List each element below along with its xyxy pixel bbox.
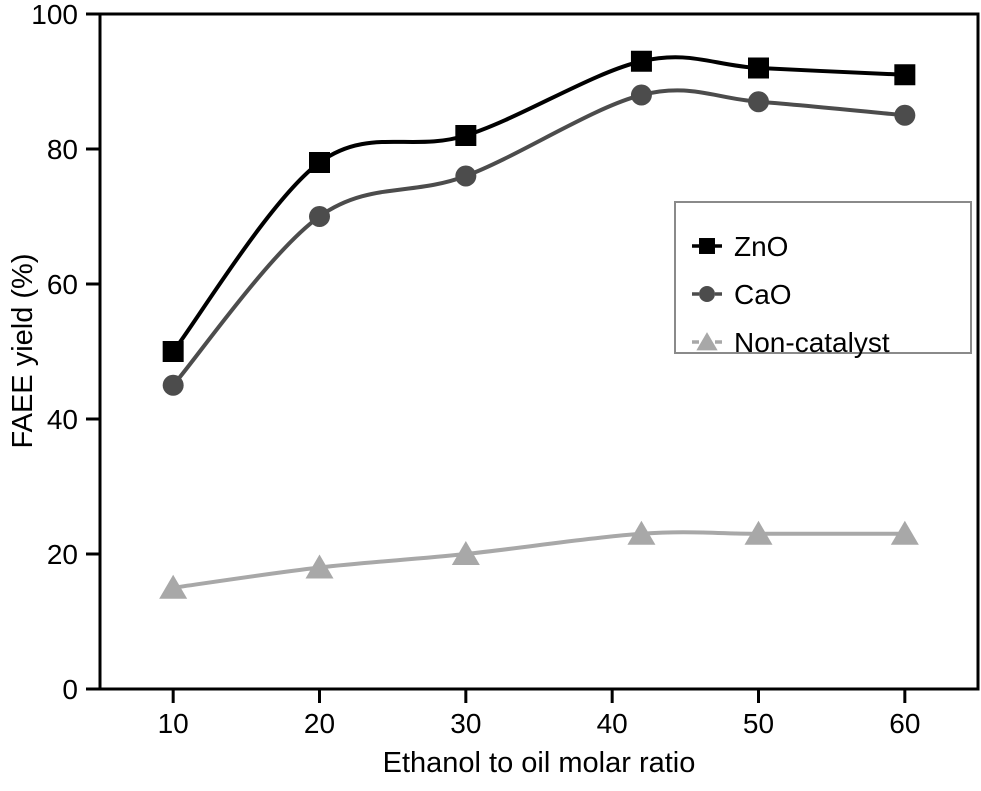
data-point-cao — [309, 206, 330, 227]
legend-marker-non-catalyst — [696, 332, 718, 351]
x-axis-tick-label: 30 — [450, 708, 481, 739]
data-point-non-catalyst — [890, 520, 919, 545]
legend-marker-cao — [699, 286, 715, 302]
y-axis-tick-label: 40 — [47, 404, 78, 435]
x-axis-title: Ethanol to oil molar ratio — [383, 747, 696, 779]
x-axis-tick-label: 40 — [597, 708, 628, 739]
data-point-non-catalyst — [744, 520, 773, 545]
data-point-non-catalyst — [159, 574, 188, 599]
data-point-zno — [309, 152, 330, 173]
data-point-cao — [894, 104, 916, 126]
y-axis-tick-label: 20 — [47, 539, 78, 570]
x-axis-tick-label: 10 — [158, 708, 189, 739]
plot-frame — [98, 12, 980, 691]
y-axis-title: FAEE yield (%) — [7, 254, 39, 449]
data-point-zno — [630, 50, 652, 72]
data-point-cao — [162, 374, 184, 396]
data-point-cao — [630, 84, 652, 106]
y-axis-tick-label: 80 — [47, 134, 78, 165]
data-point-cao — [455, 165, 477, 187]
legend-label-cao: CaO — [734, 279, 792, 310]
plot-layer: 10 20 30 40 50 60 0 20 40 60 80 100 ZnO CaO Non-cataly… — [31, 0, 980, 739]
y-axis-tick-label: 0 — [62, 674, 78, 705]
y-axis-tick-label: 60 — [47, 269, 78, 300]
legend-box — [674, 201, 972, 354]
data-point-zno — [748, 57, 769, 79]
x-axis-tick-label: 60 — [889, 708, 920, 739]
data-point-non-catalyst — [627, 520, 656, 545]
legend-label-non-catalyst: Non-catalyst — [734, 327, 890, 358]
legend-marker-zno — [699, 238, 715, 254]
series-line-zno — [171, 55, 907, 354]
data-point-zno — [162, 341, 184, 362]
data-point-non-catalyst — [305, 554, 334, 579]
series-line-cao — [171, 88, 907, 388]
data-point-zno — [455, 125, 477, 146]
legend-label-zno: ZnO — [734, 231, 788, 262]
data-point-non-catalyst — [451, 541, 480, 565]
y-axis-tick-label: 100 — [31, 0, 78, 30]
x-axis-tick-label: 20 — [304, 708, 335, 739]
series-line-non-catalyst — [171, 530, 907, 590]
x-axis-tick-label: 50 — [743, 708, 774, 739]
data-point-cao — [748, 91, 769, 113]
data-point-zno — [894, 64, 916, 86]
legend: ZnO CaO Non-catalyst — [674, 201, 972, 358]
